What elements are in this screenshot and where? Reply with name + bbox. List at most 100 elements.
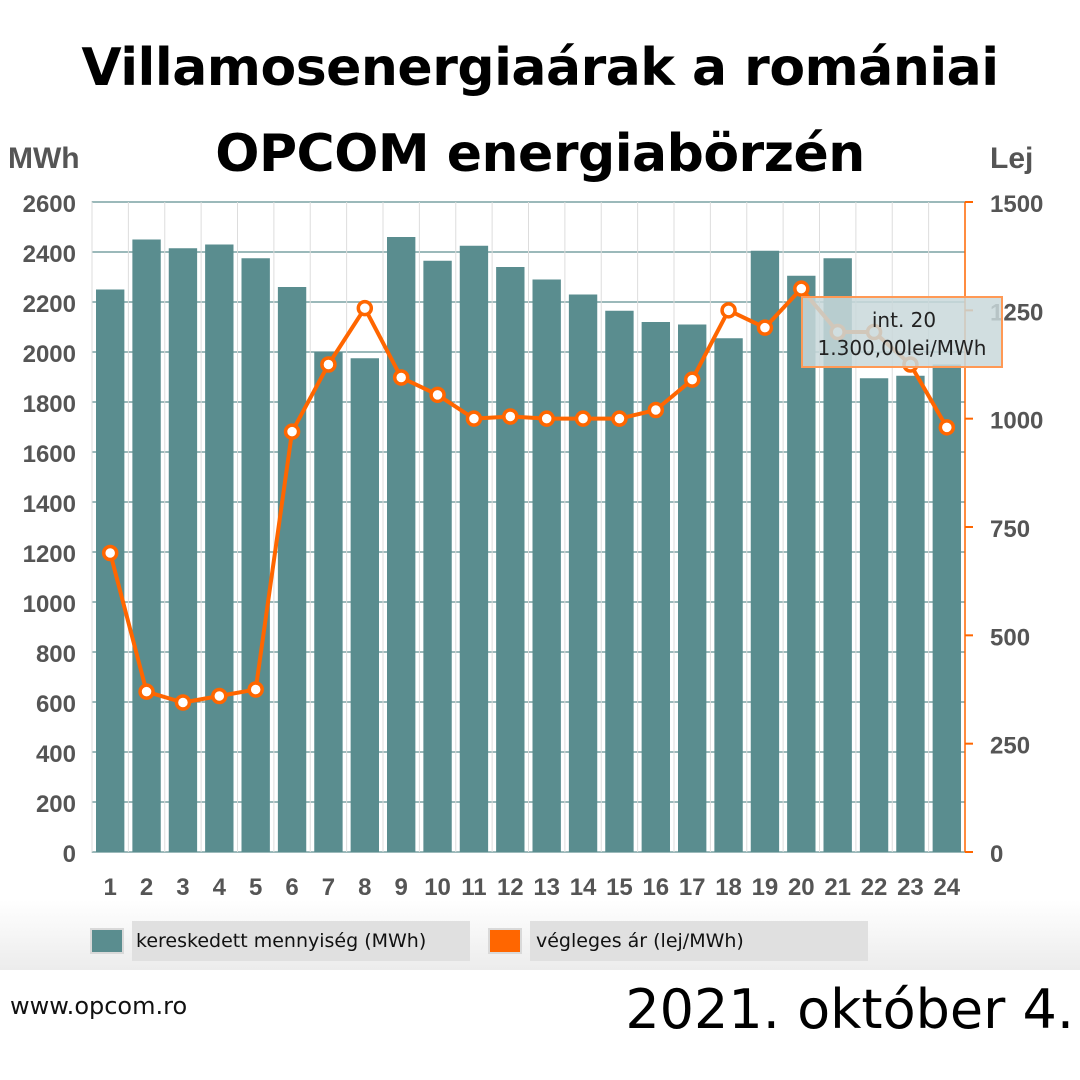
bar-8	[350, 358, 379, 852]
x-tick-label: 11	[461, 874, 486, 900]
y-left-tick-label: 800	[36, 641, 76, 668]
legend-label-quantity: kereskedett mennyiség (MWh)	[132, 921, 470, 961]
y-right-tick-label: 1500	[990, 191, 1043, 218]
price-point-18	[720, 302, 737, 319]
x-tick-label: 9	[395, 874, 408, 900]
x-tick-label: 16	[642, 874, 669, 900]
x-tick-label: 6	[285, 874, 298, 900]
x-tick-label: 20	[788, 874, 815, 900]
legend-swatch-price	[488, 928, 522, 954]
y-left-tick-label: 1800	[23, 391, 76, 418]
price-point-20	[793, 280, 810, 297]
price-point-16	[647, 401, 665, 419]
y-left-tick-label: 200	[36, 791, 76, 818]
bar-17	[678, 324, 707, 852]
x-tick-label: 24	[933, 874, 960, 900]
price-point-15	[611, 410, 628, 427]
x-tick-label: 1	[104, 874, 117, 900]
y-right-tick-label: 500	[990, 624, 1030, 651]
bar-13	[532, 279, 561, 852]
x-tick-label: 12	[497, 874, 524, 900]
y-left-tick-label: 2600	[23, 191, 76, 218]
x-tick-label: 22	[861, 874, 888, 900]
bar-15	[605, 310, 634, 852]
price-point-1	[101, 544, 119, 562]
legend-item-quantity[interactable]: kereskedett mennyiség (MWh)	[86, 921, 470, 961]
y-left-tick-label: 2000	[23, 341, 76, 368]
x-tick-label: 18	[715, 874, 742, 900]
x-tick-label: 14	[570, 874, 597, 900]
title-line-1: Villamosenergiaárak a romániai	[81, 38, 999, 98]
y-left-tick-label: 1000	[23, 591, 76, 618]
bar-19	[750, 250, 780, 852]
x-tick-label: 10	[424, 874, 451, 900]
y-right-tick-label: 250	[990, 733, 1030, 760]
bar-18	[714, 338, 743, 852]
y-left-axis-label: MWh	[8, 142, 80, 175]
bar-14	[568, 294, 598, 852]
y-left-tick-label: 400	[36, 741, 76, 768]
y-right-axis-label: Lej	[990, 142, 1034, 175]
y-right-tick-label: 1000	[990, 408, 1043, 435]
date-label: 2021. október 4.	[625, 978, 1074, 1041]
price-point-13	[538, 410, 555, 427]
x-tick-label: 17	[679, 874, 706, 900]
bar-12	[496, 267, 525, 852]
x-tick-label: 3	[176, 874, 189, 900]
y-left-tick-label: 600	[36, 691, 76, 718]
bar-9	[387, 237, 416, 852]
bar-24	[932, 364, 961, 852]
bar-22	[859, 378, 889, 852]
y-left-tick-label: 0	[63, 841, 76, 868]
y-left-tick-label: 2400	[23, 241, 76, 268]
tooltip-line-1: int. 20	[872, 308, 936, 332]
y-left-tick-label: 1200	[23, 541, 76, 568]
x-tick-label: 19	[752, 874, 779, 900]
x-tick-label: 23	[897, 874, 924, 900]
legend-item-price[interactable]: végleges ár (lej/MWh)	[484, 921, 868, 961]
legend-label-price: végleges ár (lej/MWh)	[530, 921, 868, 961]
price-point-2	[138, 683, 155, 700]
x-tick-label: 5	[249, 874, 262, 900]
price-point-14	[574, 410, 592, 427]
price-point-5	[247, 681, 264, 698]
price-point-9	[392, 369, 410, 386]
x-tick-label: 4	[213, 874, 227, 900]
bar-20	[787, 275, 816, 852]
bar-2	[132, 239, 161, 852]
tooltip-box	[801, 296, 1003, 368]
bar-4	[205, 244, 234, 852]
price-point-7	[320, 356, 337, 373]
price-point-8	[356, 299, 374, 317]
price-point-12	[502, 408, 519, 425]
x-tick-label: 13	[533, 874, 560, 900]
price-point-24	[938, 419, 956, 436]
bar-6	[277, 287, 307, 852]
source-url: www.opcom.ro	[10, 992, 188, 1020]
bar-1	[96, 289, 125, 852]
bar-5	[241, 258, 270, 852]
bar-3	[168, 248, 198, 852]
y-left-tick-label: 1600	[23, 441, 76, 468]
x-tick-label: 2	[140, 874, 153, 900]
y-right-tick-label: 750	[990, 516, 1030, 543]
price-point-11	[465, 410, 483, 427]
combo-chart: 0200400600800100012001400160018002000220…	[23, 191, 1044, 900]
legend-swatch-quantity	[90, 928, 124, 954]
price-point-17	[683, 371, 701, 388]
tooltip-line-2: 1.300,00lei/MWh	[818, 336, 987, 360]
y-right-tick-label: 0	[990, 841, 1003, 868]
x-tick-label: 8	[358, 874, 371, 900]
y-left-tick-label: 1400	[23, 491, 76, 518]
bar-23	[896, 375, 925, 852]
y-left-tick-label: 2200	[23, 291, 76, 318]
title-line-2: OPCOM energiabörzén	[215, 124, 865, 184]
price-point-19	[756, 319, 774, 336]
x-tick-label: 15	[606, 874, 633, 900]
price-point-6	[283, 423, 301, 440]
bar-7	[314, 352, 343, 852]
bar-11	[459, 245, 489, 852]
price-point-10	[429, 386, 446, 404]
price-point-4	[211, 687, 228, 705]
price-point-3	[174, 694, 192, 711]
